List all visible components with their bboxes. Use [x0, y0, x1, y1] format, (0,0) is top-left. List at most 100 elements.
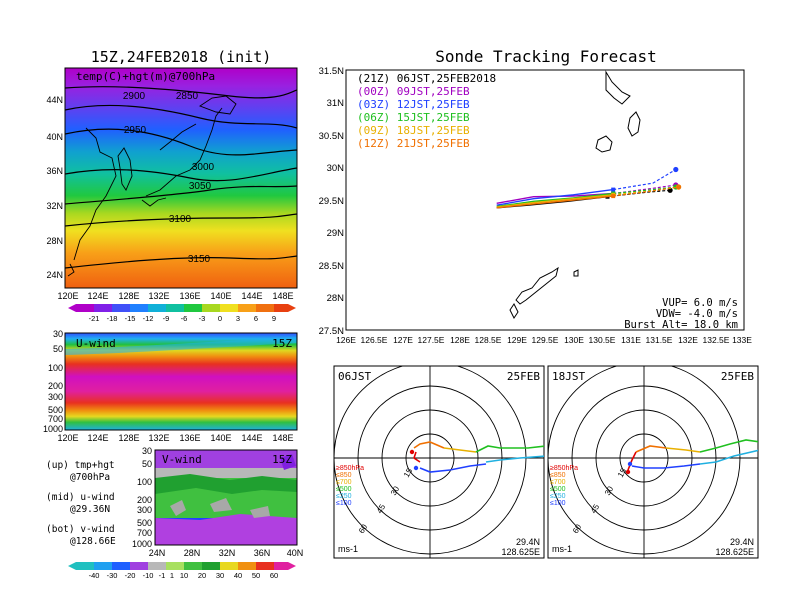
legend-up: (up) tmp+hgt — [46, 460, 115, 471]
lon-label: 131.5E — [646, 335, 673, 345]
tracking-lat-labels: 31.5N 31N 30.5N 30N 29.5N 29N 28.5N 28N … — [319, 66, 344, 337]
lon-label: 124E — [87, 433, 108, 443]
contour-label: 3150 — [188, 254, 211, 265]
lon-label: 128E — [118, 433, 139, 443]
colorbar-label: -20 — [125, 571, 136, 580]
temperature-field — [65, 68, 297, 288]
lon-label: 144E — [241, 433, 262, 443]
lon-label: 126E — [336, 335, 356, 345]
hodo1-date: 25FEB — [507, 370, 540, 383]
colorbar-label: -15 — [125, 314, 136, 323]
lon-label: 148E — [272, 433, 293, 443]
colorbar-label: 0 — [218, 314, 222, 323]
lat-label: 29.5N — [319, 196, 344, 207]
lon-label: 129E — [507, 335, 527, 345]
colorbar-label: 9 — [272, 314, 276, 323]
lat-label: 32N — [219, 548, 236, 558]
lat-label: 36N — [46, 166, 63, 176]
panel-legend: (up) tmp+hgt @700hPa (mid) u-wind @29.36… — [46, 460, 116, 547]
pressure-label: 1000 — [43, 424, 63, 434]
colorbar-label: -30 — [107, 571, 118, 580]
lon-label: 120E — [57, 433, 78, 443]
pressure-legend: ≤850 — [336, 472, 352, 479]
hodo1-unit: ms-1 — [338, 544, 358, 554]
pressure-legend: ≤250 — [550, 493, 566, 500]
map-title: 15Z,24FEB2018 (init) — [91, 48, 272, 66]
hodo1-pressure-legend: ≥850hPa ≤850 ≤700 ≤500 ≤250 ≤100 — [336, 465, 364, 507]
lon-label: 124E — [87, 291, 108, 301]
tracking-coastlines — [509, 70, 641, 319]
colorbar-label: -1 — [159, 571, 166, 580]
uwind-pressure-labels: 30 50 100 200 300 500 700 1000 — [43, 329, 63, 434]
hodograph-18jst — [548, 366, 758, 558]
colorbar-label: -21 — [89, 314, 100, 323]
lat-label: 32N — [46, 201, 63, 211]
colorbar-label: 30 — [216, 571, 224, 580]
sonde-tracks — [496, 166, 682, 209]
lat-label: 28N — [184, 548, 201, 558]
pressure-legend: ≤700 — [336, 479, 352, 486]
pressure-label: 300 — [137, 505, 152, 515]
vwind-lat-labels: 24N 28N 32N 36N 40N — [149, 548, 304, 558]
lat-label: 30.5N — [319, 131, 344, 142]
uwind-frame — [64, 332, 298, 431]
lon-label: 130.5E — [589, 335, 616, 345]
lat-label: 24N — [149, 548, 166, 558]
pressure-legend: ≤500 — [336, 486, 352, 493]
colorbar-label: 1 — [170, 571, 174, 580]
lat-label: 29N — [327, 228, 345, 239]
tracking-lon-labels: 126E 126.5E 127E 127.5E 128E 128.5E 129E… — [336, 335, 752, 345]
map-subtitle: temp(C)+hgt(m)@700hPa — [76, 70, 215, 83]
pressure-label: 50 — [142, 459, 152, 469]
vwind-time: 15Z — [272, 453, 292, 466]
contour-label: 3100 — [169, 214, 192, 225]
colorbar-label: -10 — [143, 571, 154, 580]
lon-label: 133E — [732, 335, 752, 345]
colorbar-label: -6 — [181, 314, 188, 323]
track-legend-item: (00Z) 09JST,25FEB — [357, 85, 470, 98]
hodograph-06jst — [334, 366, 544, 558]
pressure-legend: ≤700 — [550, 479, 566, 486]
legend-bot: (bot) v-wind — [46, 524, 115, 535]
lat-label: 40N — [287, 548, 304, 558]
lat-label: 36N — [254, 548, 271, 558]
colorbar-label: -40 — [89, 571, 100, 580]
lon-label: 128E — [450, 335, 470, 345]
track-line-5 — [496, 195, 614, 209]
lat-label: 40N — [46, 132, 63, 142]
temp-colorbar — [68, 304, 296, 312]
lon-label: 132.5E — [703, 335, 730, 345]
colorbar-label: 20 — [198, 571, 206, 580]
map-lon-labels: 120E 124E 128E 132E 136E 140E 144E 148E — [57, 291, 293, 301]
track-legend-item: (06Z) 15JST,25FEB — [357, 111, 470, 124]
hodo2-unit: ms-1 — [552, 544, 572, 554]
colorbar-label: -18 — [107, 314, 118, 323]
hodo1-lat: 29.4N — [516, 537, 540, 547]
lon-label: 136E — [179, 433, 200, 443]
sonde-params: VUP= 6.0 m/s VDW= -4.0 m/s Burst Alt= 18… — [624, 297, 738, 331]
lat-label: 28N — [327, 293, 345, 304]
track-burst-point-2 — [611, 187, 616, 192]
map-lat-labels: 44N 40N 36N 32N 28N 24N — [46, 95, 63, 280]
lon-label: 148E — [272, 291, 293, 301]
hodo1-time: 06JST — [338, 370, 371, 383]
wind-colorbar — [68, 562, 296, 570]
lat-label: 28N — [46, 236, 63, 246]
temp-colorbar-labels: -21 -18 -15 -12 -9 -6 -3 0 3 6 9 — [89, 314, 277, 323]
pressure-label: 700 — [48, 414, 63, 424]
track-line-4 — [496, 194, 614, 208]
lon-label: 131E — [621, 335, 641, 345]
lon-label: 136E — [179, 291, 200, 301]
pressure-legend: ≥850hPa — [336, 465, 364, 472]
colorbar-label: 60 — [270, 571, 278, 580]
tracking-title: Sonde Tracking Forecast — [435, 47, 657, 66]
vwind-pressure-labels: 30 50 100 200 300 500 700 1000 — [132, 446, 152, 549]
lon-label: 140E — [210, 433, 231, 443]
burst-altitude: Burst Alt= 18.0 km — [624, 319, 738, 331]
height-contours — [65, 86, 297, 269]
uwind-title: U-wind — [76, 337, 116, 350]
pressure-legend: ≤850 — [550, 472, 566, 479]
lon-label: 140E — [210, 291, 231, 301]
colorbar-label: 10 — [180, 571, 188, 580]
